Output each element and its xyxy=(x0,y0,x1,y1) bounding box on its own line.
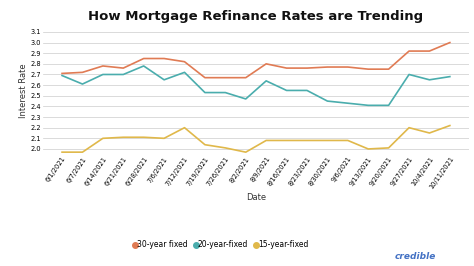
15-year-fixed xyxy=(325,139,330,142)
30-year fixed xyxy=(182,60,187,63)
15-year-fixed xyxy=(80,151,85,154)
30-year fixed xyxy=(243,76,248,79)
20-year-fixed xyxy=(365,104,371,107)
30-year fixed xyxy=(100,64,106,68)
30-year fixed xyxy=(427,49,432,53)
20-year-fixed xyxy=(264,79,269,82)
30-year fixed xyxy=(365,68,371,71)
Line: 15-year-fixed: 15-year-fixed xyxy=(62,126,450,152)
30-year fixed xyxy=(59,72,65,75)
30-year fixed xyxy=(345,65,351,69)
15-year-fixed xyxy=(222,146,228,149)
20-year-fixed xyxy=(345,102,351,105)
20-year-fixed xyxy=(325,99,330,103)
X-axis label: Date: Date xyxy=(246,193,266,202)
30-year fixed xyxy=(80,71,85,74)
30-year fixed xyxy=(202,76,208,79)
20-year-fixed xyxy=(243,97,248,101)
30-year fixed xyxy=(325,65,330,69)
30-year fixed xyxy=(447,41,453,44)
20-year-fixed xyxy=(284,89,290,92)
20-year-fixed xyxy=(386,104,392,107)
15-year-fixed xyxy=(386,146,392,149)
30-year fixed xyxy=(284,66,290,70)
20-year-fixed xyxy=(161,78,167,81)
15-year-fixed xyxy=(100,137,106,140)
Y-axis label: Interest Rate: Interest Rate xyxy=(19,63,28,118)
30-year fixed xyxy=(304,66,310,70)
20-year-fixed xyxy=(202,91,208,94)
20-year-fixed xyxy=(182,71,187,74)
15-year-fixed xyxy=(243,151,248,154)
20-year-fixed xyxy=(447,75,453,78)
20-year-fixed xyxy=(406,73,412,76)
15-year-fixed xyxy=(59,151,65,154)
15-year-fixed xyxy=(182,126,187,129)
20-year-fixed xyxy=(141,64,146,68)
30-year fixed xyxy=(386,68,392,71)
30-year fixed xyxy=(406,49,412,53)
20-year-fixed xyxy=(100,73,106,76)
15-year-fixed xyxy=(427,131,432,135)
15-year-fixed xyxy=(304,139,310,142)
15-year-fixed xyxy=(120,136,126,139)
30-year fixed xyxy=(120,66,126,70)
30-year fixed xyxy=(141,57,146,60)
30-year fixed xyxy=(161,57,167,60)
20-year-fixed xyxy=(59,74,65,77)
15-year-fixed xyxy=(284,139,290,142)
20-year-fixed xyxy=(80,82,85,86)
15-year-fixed xyxy=(447,124,453,127)
15-year-fixed xyxy=(264,139,269,142)
15-year-fixed xyxy=(141,136,146,139)
Line: 20-year-fixed: 20-year-fixed xyxy=(62,66,450,105)
Title: How Mortgage Refinance Rates are Trending: How Mortgage Refinance Rates are Trendin… xyxy=(88,10,424,23)
15-year-fixed xyxy=(406,126,412,129)
30-year fixed xyxy=(222,76,228,79)
15-year-fixed xyxy=(202,143,208,146)
15-year-fixed xyxy=(345,139,351,142)
Legend: 30-year fixed, 20-year-fixed, 15-year-fixed: 30-year fixed, 20-year-fixed, 15-year-fi… xyxy=(132,237,311,252)
30-year fixed xyxy=(264,62,269,65)
Text: credible: credible xyxy=(395,252,436,261)
20-year-fixed xyxy=(427,78,432,81)
Line: 30-year fixed: 30-year fixed xyxy=(62,43,450,78)
20-year-fixed xyxy=(120,73,126,76)
20-year-fixed xyxy=(222,91,228,94)
15-year-fixed xyxy=(365,147,371,151)
20-year-fixed xyxy=(304,89,310,92)
15-year-fixed xyxy=(161,137,167,140)
